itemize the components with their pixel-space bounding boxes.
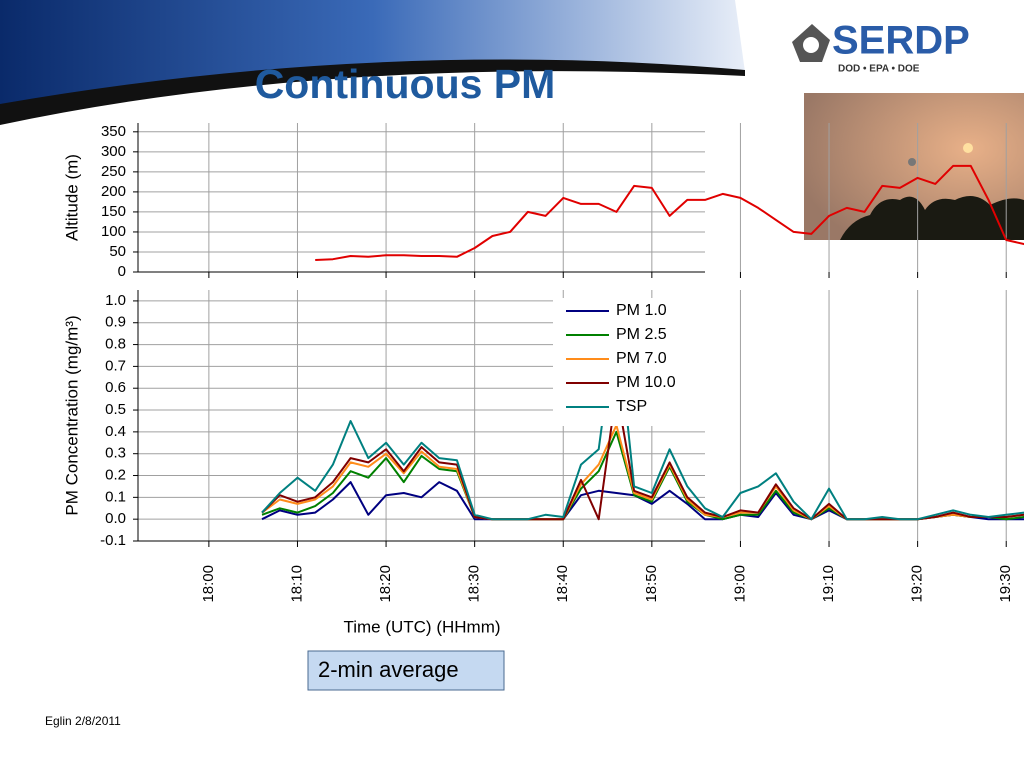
- legend-label: PM 2.5: [616, 326, 667, 343]
- legend-label: PM 1.0: [616, 302, 667, 319]
- logo: SERDP DOD • EPA • DOE: [792, 19, 970, 75]
- x-tick-label: 18:20: [377, 565, 394, 603]
- series-line: [315, 164, 1024, 261]
- y-tick-label: 0: [118, 263, 126, 280]
- y-tick-label: 0.9: [105, 314, 126, 331]
- y-axis-label: Altitude (m): [62, 154, 81, 241]
- y-tick-label: 0.7: [105, 357, 126, 374]
- y-tick-label: 100: [101, 223, 126, 240]
- photo-trees: [840, 196, 1024, 240]
- y-tick-label: 0.1: [105, 488, 126, 505]
- x-tick-label: 19:20: [909, 565, 926, 603]
- logo-name: SERDP: [832, 19, 970, 63]
- y-tick-label: 250: [101, 163, 126, 180]
- y-tick-label: 50: [109, 243, 126, 260]
- series-line: [261, 315, 1024, 521]
- y-tick-label: 0.2: [105, 466, 126, 483]
- logo-icon-dot: [803, 37, 819, 53]
- y-tick-label: 0.8: [105, 336, 126, 353]
- x-tick-label: 18:30: [466, 565, 483, 603]
- photo-sun: [963, 143, 973, 153]
- x-tick-label: 19:00: [731, 565, 748, 603]
- x-tick-label: 18:40: [554, 565, 571, 603]
- legend-label: PM 7.0: [616, 350, 667, 367]
- note-box: [307, 650, 505, 691]
- x-tick-label: 18:50: [643, 565, 660, 603]
- legend-box: [553, 298, 705, 426]
- header-swoosh: [0, 59, 745, 125]
- y-tick-label: 300: [101, 143, 126, 160]
- x-tick-label: 18:10: [288, 565, 305, 603]
- plot-area: [138, 123, 705, 272]
- y-tick-label: 0.0: [105, 510, 126, 527]
- y-tick-label: 1.0: [105, 292, 126, 309]
- legend-label: TSP: [616, 398, 647, 415]
- y-tick-label: 0.4: [105, 423, 126, 440]
- y-tick-label: 150: [101, 203, 126, 220]
- photo: [804, 93, 1024, 240]
- x-tick-label: 18:00: [200, 565, 217, 603]
- y-tick-label: 0.3: [105, 445, 126, 462]
- y-tick-label: 200: [101, 183, 126, 200]
- y-axis-label: PM Concentration (mg/m³): [62, 315, 81, 515]
- header-band: [0, 0, 745, 108]
- logo-tagline: DOD • EPA • DOE: [838, 64, 920, 75]
- y-tick-label: 0.5: [105, 401, 126, 418]
- note: 2-min average: [318, 657, 459, 682]
- y-tick-label: -0.1: [100, 532, 126, 549]
- x-axis-label: Time (UTC) (HHmm): [343, 617, 500, 636]
- legend-label: PM 10.0: [616, 374, 676, 391]
- footer: Eglin 2/8/2011: [45, 714, 121, 728]
- photo-moon: [908, 158, 916, 166]
- slide-title: Continuous PM: [255, 61, 556, 107]
- y-tick-label: 350: [101, 123, 126, 140]
- legend: PM 1.0 PM 2.5 PM 7.0 PM 10.0 TSP: [553, 298, 705, 426]
- x-tick-label: 19:30: [997, 565, 1014, 603]
- y-tick-label: 0.6: [105, 379, 126, 396]
- x-tick-label: 19:10: [820, 565, 837, 603]
